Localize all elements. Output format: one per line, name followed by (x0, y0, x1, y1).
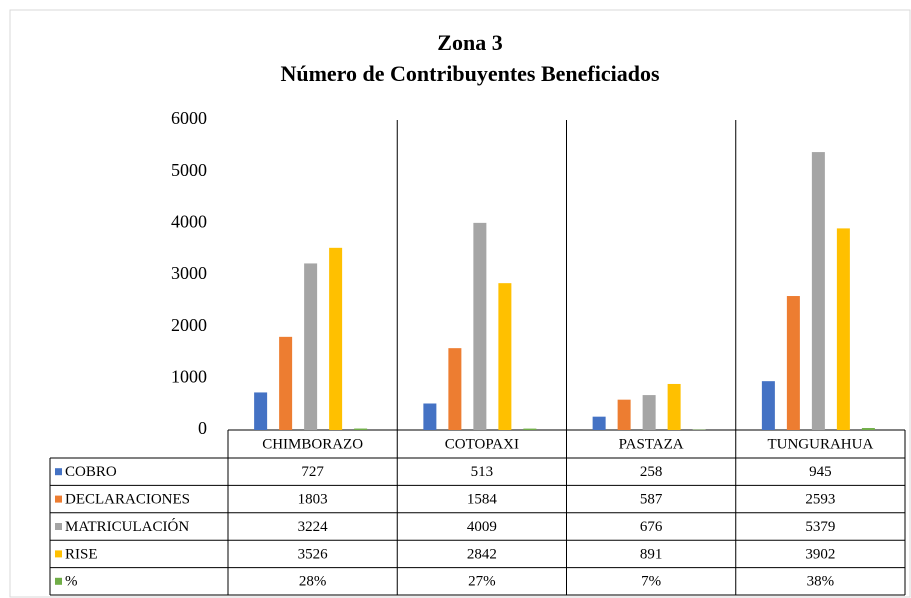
bar (304, 263, 318, 430)
bar (423, 403, 437, 430)
frame (9, 9, 911, 598)
bar (498, 283, 512, 430)
bar (523, 428, 537, 430)
table-cell: 7% (641, 574, 661, 590)
legend-key (55, 468, 62, 476)
bar (617, 399, 631, 430)
table-cell: 587 (640, 492, 663, 508)
table-cell: 5379 (805, 519, 835, 535)
legend-label: DECLARACIONES (65, 492, 190, 508)
table-cell: 3526 (298, 546, 329, 562)
table-cell: 3224 (298, 519, 329, 535)
x-tick-label: TUNGURAHUA (767, 436, 873, 452)
table-cell: 945 (809, 464, 832, 480)
legend-label: COBRO (65, 464, 117, 480)
table-cell: 1803 (298, 492, 328, 508)
bar (761, 381, 775, 430)
y-tick-label: 6000 (171, 108, 207, 128)
bar (254, 392, 268, 430)
table-cell: 891 (640, 546, 663, 562)
legend-label: % (65, 574, 78, 590)
table-cell: 1584 (467, 492, 498, 508)
table-cell: 2593 (805, 492, 835, 508)
x-tick-label: CHIMBORAZO (262, 436, 363, 452)
y-tick-label: 2000 (171, 315, 207, 335)
bar (861, 428, 875, 430)
bar (329, 247, 343, 430)
table-cell: 258 (640, 464, 663, 480)
y-tick-label: 4000 (171, 211, 207, 231)
table-cell: 676 (640, 519, 663, 535)
table-cell: 513 (471, 464, 494, 480)
x-tick-label: PASTAZA (619, 436, 684, 452)
bar (836, 228, 850, 430)
legend-key (55, 577, 62, 585)
bar (592, 416, 606, 430)
table-cell: 2842 (467, 546, 497, 562)
legend-key (55, 495, 62, 503)
bar (786, 296, 800, 430)
table-cell: 28% (299, 574, 327, 590)
bar (473, 222, 487, 430)
bar (354, 428, 368, 430)
table-cell: 38% (807, 574, 835, 590)
bar (279, 336, 293, 430)
y-tick-label: 0 (198, 418, 207, 438)
table-cell: 4009 (467, 519, 497, 535)
chart-subtitle: Número de Contribuyentes Beneficiados (280, 61, 660, 86)
y-tick-label: 3000 (171, 263, 207, 283)
legend-label: RISE (65, 546, 98, 562)
bar (642, 395, 656, 430)
bar (667, 383, 681, 430)
table-cell: 3902 (805, 546, 835, 562)
chart-title: Zona 3 (437, 30, 502, 55)
y-tick-label: 5000 (171, 160, 207, 180)
legend-key (55, 550, 62, 558)
y-tick-label: 1000 (171, 366, 207, 386)
table-cell: 27% (468, 574, 496, 590)
legend-key (55, 523, 62, 530)
bar (448, 348, 462, 430)
legend-label: MATRICULACIÓN (65, 518, 189, 535)
x-tick-label: COTOPAXI (445, 436, 519, 452)
table-cell: 727 (301, 464, 324, 480)
bar (811, 152, 825, 430)
